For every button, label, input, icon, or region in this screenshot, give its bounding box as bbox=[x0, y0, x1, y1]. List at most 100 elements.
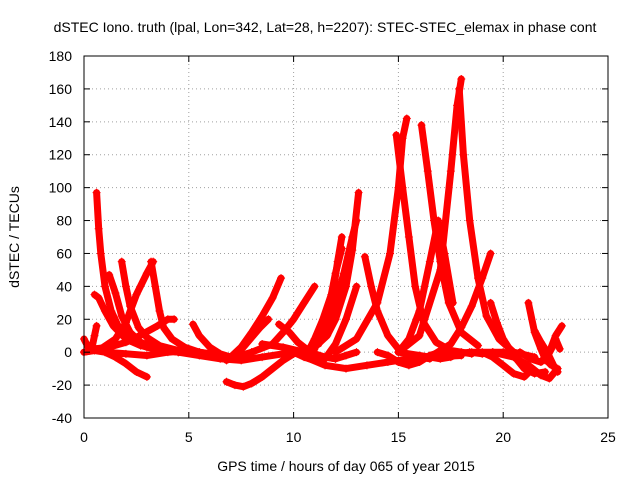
data-point bbox=[121, 359, 130, 368]
data-point bbox=[142, 372, 151, 381]
data-point bbox=[239, 382, 248, 391]
data-point bbox=[455, 84, 464, 93]
plot-frame bbox=[83, 55, 609, 419]
data-point bbox=[293, 338, 302, 347]
x-tick-labels: 0 5 10 15 20 25 bbox=[80, 429, 616, 445]
series-25 bbox=[331, 114, 411, 357]
data-point bbox=[90, 344, 99, 353]
data-point bbox=[121, 338, 130, 347]
data-point bbox=[289, 315, 298, 324]
data-point bbox=[147, 257, 156, 266]
data-point bbox=[331, 339, 340, 348]
data-point bbox=[310, 343, 319, 352]
data-point bbox=[411, 282, 420, 291]
data-point bbox=[117, 311, 126, 320]
y-tick-labels: -40 -20 0 20 40 60 80 100 120 140 160 180 bbox=[49, 48, 73, 426]
series-trace bbox=[147, 258, 224, 359]
data-point bbox=[342, 351, 350, 360]
data-point bbox=[482, 311, 491, 320]
data-point bbox=[457, 323, 466, 332]
data-point bbox=[436, 348, 445, 357]
y-tick-label: 140 bbox=[49, 114, 73, 130]
y-tick-label: 120 bbox=[49, 147, 73, 163]
data-point bbox=[170, 315, 179, 324]
data-point bbox=[352, 335, 361, 344]
data-point bbox=[337, 233, 346, 241]
data-point bbox=[524, 361, 533, 370]
data-point bbox=[195, 331, 204, 340]
data-point bbox=[258, 339, 267, 348]
data-point bbox=[342, 282, 350, 291]
data-point bbox=[404, 361, 413, 370]
data-point bbox=[383, 351, 392, 360]
data-point bbox=[402, 114, 411, 123]
data-point bbox=[279, 356, 288, 365]
data-point bbox=[509, 369, 518, 378]
data-point bbox=[153, 344, 162, 353]
data-point bbox=[132, 290, 141, 299]
data-point bbox=[168, 335, 177, 344]
y-tick-label: 160 bbox=[49, 81, 73, 97]
data-point bbox=[352, 348, 361, 357]
data-point bbox=[247, 379, 256, 388]
x-tick-label: 10 bbox=[286, 429, 302, 445]
y-tick-label: 60 bbox=[56, 245, 72, 261]
data-point bbox=[499, 335, 508, 344]
series-trace bbox=[227, 274, 285, 361]
data-point bbox=[121, 282, 130, 291]
y-tick-label: -20 bbox=[52, 377, 72, 393]
data-point bbox=[134, 323, 143, 332]
y-tick-label: 80 bbox=[56, 213, 72, 229]
data-point bbox=[94, 224, 103, 233]
data-point bbox=[423, 167, 432, 176]
data-point bbox=[547, 344, 556, 353]
y-tick-label: 40 bbox=[56, 278, 72, 294]
data-point bbox=[446, 167, 455, 176]
data-point bbox=[536, 371, 545, 380]
data-point bbox=[486, 298, 495, 307]
data-point bbox=[545, 374, 554, 383]
data-point bbox=[92, 188, 101, 197]
data-point bbox=[100, 348, 109, 357]
data-point bbox=[329, 285, 338, 294]
data-point bbox=[520, 372, 529, 381]
data-point bbox=[195, 351, 204, 360]
data-point bbox=[553, 367, 562, 376]
data-point bbox=[415, 331, 424, 340]
data-point bbox=[474, 341, 483, 350]
data-point bbox=[467, 348, 476, 357]
data-point bbox=[237, 343, 246, 352]
data-point bbox=[331, 315, 340, 324]
data-point bbox=[555, 344, 564, 353]
data-point bbox=[105, 270, 114, 279]
data-point bbox=[398, 183, 407, 192]
data-point bbox=[314, 339, 323, 348]
chart-title: dSTEC Iono. truth (lpal, Lon=342, Lat=28… bbox=[54, 19, 597, 35]
data-point bbox=[342, 315, 350, 324]
data-point bbox=[453, 349, 462, 358]
series-14 bbox=[226, 274, 286, 362]
data-point bbox=[524, 298, 533, 307]
data-point bbox=[342, 364, 350, 373]
data-point bbox=[394, 358, 403, 367]
data-point bbox=[230, 381, 239, 390]
data-point bbox=[268, 364, 277, 373]
data-point bbox=[136, 338, 145, 347]
data-point bbox=[386, 249, 395, 258]
data-point bbox=[279, 343, 288, 352]
data-point bbox=[117, 257, 126, 266]
data-point bbox=[258, 353, 267, 362]
x-tick-label: 0 bbox=[80, 429, 88, 445]
data-point bbox=[159, 323, 168, 332]
data-point bbox=[362, 361, 371, 370]
data-point bbox=[90, 331, 99, 340]
data-point bbox=[268, 293, 277, 302]
data-point bbox=[352, 282, 361, 291]
data-point bbox=[541, 356, 550, 365]
data-point bbox=[90, 290, 99, 299]
data-point bbox=[425, 257, 434, 266]
data-point bbox=[92, 321, 101, 330]
y-tick-label: 100 bbox=[49, 180, 73, 196]
x-axis-label: GPS time / hours of day 065 of year 2015 bbox=[217, 458, 475, 474]
